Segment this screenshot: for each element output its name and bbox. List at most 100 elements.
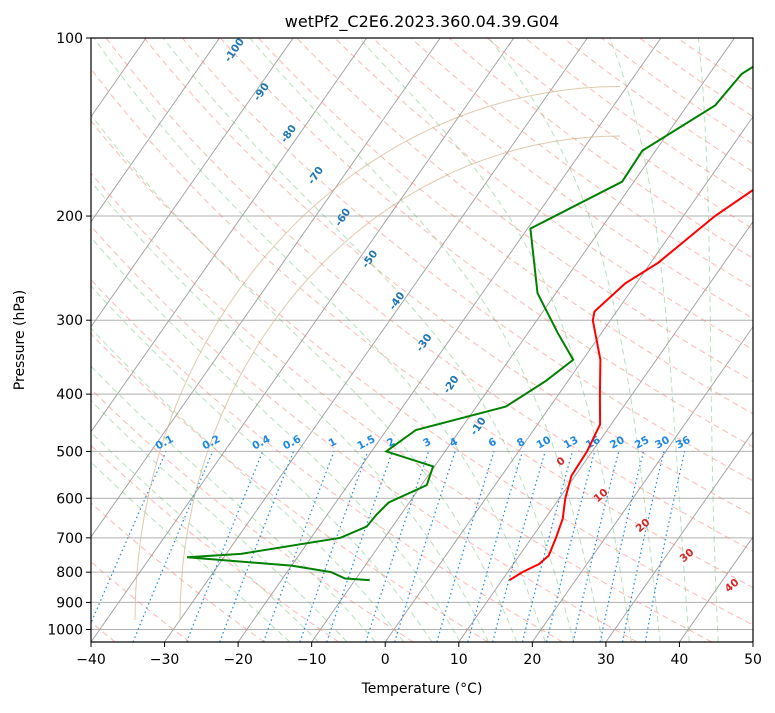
moist-adiabat-label: 20 — [634, 516, 653, 535]
dry-adiabat-label: -80 — [278, 123, 299, 145]
temperature-line — [510, 38, 775, 580]
dry-adiabat-label: -60 — [333, 206, 354, 228]
mixing-ratio-line — [468, 451, 523, 642]
dry-adiabat-line — [0, 38, 264, 642]
isotherm-line — [91, 38, 514, 642]
dry-adiabat-line — [487, 38, 775, 642]
moist-adiabat-line — [38, 38, 517, 642]
x-tick-label: −20 — [223, 652, 253, 668]
mixing-ratio-label: 20 — [608, 434, 627, 451]
isotherm-line — [385, 38, 775, 642]
mixing-ratio-line — [493, 451, 546, 642]
dry-adiabat-line — [106, 38, 775, 642]
y-tick-label: 900 — [56, 595, 83, 611]
moist-adiabat-line — [0, 38, 318, 642]
isotherm-line — [0, 38, 220, 642]
dry-adiabat-line — [411, 38, 775, 642]
isotherm-line — [312, 38, 735, 642]
dry-adiabat-label: -40 — [387, 290, 408, 312]
mixing-ratio-label: 6 — [487, 436, 499, 450]
moist-adiabat-label: 40 — [723, 576, 742, 595]
moist-adiabat-line — [0, 38, 432, 642]
x-tick-label: −10 — [297, 652, 327, 668]
mixing-ratio-line — [366, 451, 429, 642]
isotherm-line — [165, 38, 588, 642]
mixing-ratio-label: 13 — [562, 434, 581, 451]
y-tick-label: 700 — [56, 531, 83, 547]
y-tick-label: 400 — [56, 387, 83, 403]
mixing-ratio-line — [187, 451, 263, 642]
dry-adiabat-line — [335, 38, 775, 642]
dry-adiabat-line — [0, 38, 488, 642]
y-tick-label: 100 — [56, 31, 83, 47]
isotherm-line — [532, 38, 775, 642]
y-tick-label: 200 — [56, 209, 83, 225]
moist-adiabat-line — [0, 38, 375, 642]
dry-adiabat-label: -10 — [468, 415, 489, 437]
x-tick-label: 10 — [450, 652, 468, 668]
dry-adiabat-line — [259, 38, 775, 642]
x-tick-label: 0 — [381, 652, 390, 668]
mixing-ratio-label: 4 — [448, 436, 460, 450]
background-lines — [0, 38, 775, 642]
mixing-ratio-line — [437, 451, 494, 642]
y-tick-label: 300 — [56, 313, 83, 329]
moist-adiabat-line — [698, 38, 718, 642]
x-tick-label: −30 — [150, 652, 180, 668]
moist-adiabat-line — [359, 38, 631, 642]
x-axis-title: Temperature (°C) — [361, 681, 483, 697]
dry-adiabat-line — [30, 38, 775, 642]
y-tick-label: 1000 — [47, 622, 83, 638]
moist-adiabat-label: 0 — [554, 455, 567, 469]
mixing-ratio-label: 10 — [534, 434, 553, 451]
mixing-ratio-line — [573, 451, 619, 642]
mixing-ratio-label: 1.5 — [355, 433, 377, 452]
mixing-ratio-label: 36 — [674, 434, 693, 451]
dry-adiabat-label: -90 — [251, 81, 272, 103]
dry-adiabat-label: -20 — [441, 373, 462, 395]
dry-adiabat-label: -50 — [360, 248, 381, 270]
mixing-ratio-label: 1 — [327, 436, 339, 450]
mixing-ratio-line — [264, 451, 335, 642]
dry-adiabat-line — [449, 38, 775, 642]
y-tick-label: 800 — [56, 565, 83, 581]
x-tick-label: 40 — [671, 652, 689, 668]
x-tick-label: −40 — [76, 652, 106, 668]
x-tick-label: 50 — [744, 652, 762, 668]
moist-adiabat-line — [0, 38, 489, 642]
mixing-ratio-label: 0.2 — [200, 433, 222, 452]
dry-adiabat-line — [0, 38, 637, 642]
isotherm-line — [679, 38, 775, 642]
isotherm-line — [0, 38, 72, 642]
mixing-ratio-line — [600, 451, 643, 642]
x-tick-label: 20 — [523, 652, 541, 668]
moist-adiabat-line — [0, 38, 290, 642]
dry-adiabat-line — [0, 38, 190, 642]
isotherm-line — [0, 38, 367, 642]
isotherm-line — [17, 38, 440, 642]
moist-adiabat-line — [0, 38, 404, 642]
mixing-ratio-label: 3 — [421, 436, 433, 450]
y-axis-title: Pressure (hPa) — [12, 290, 28, 390]
isotherm-line — [0, 38, 293, 642]
isotherm-line — [753, 38, 775, 642]
y-tick-label: 600 — [56, 491, 83, 507]
dry-adiabat-label: -100 — [222, 36, 247, 64]
dry-adiabat-line — [0, 38, 712, 642]
moist-adiabat-line — [94, 38, 545, 642]
y-tick-label: 500 — [56, 444, 83, 460]
mixing-ratio-label: 30 — [653, 434, 672, 451]
moist-adiabat-label: 30 — [678, 546, 697, 565]
mixing-ratio-line — [133, 451, 213, 642]
mixing-ratio-label: 0.4 — [250, 433, 272, 452]
moist-adiabat-label: 10 — [592, 486, 611, 505]
mixing-ratio-label: 0.1 — [154, 433, 176, 452]
mixing-ratio-line — [523, 451, 573, 642]
mixing-ratio-label: 8 — [515, 436, 527, 450]
mixing-ratio-line — [83, 451, 166, 642]
chart-title: wetPf2_C2E6.2023.360.04.39.G04 — [285, 12, 559, 32]
dry-adiabat-line — [640, 38, 775, 642]
